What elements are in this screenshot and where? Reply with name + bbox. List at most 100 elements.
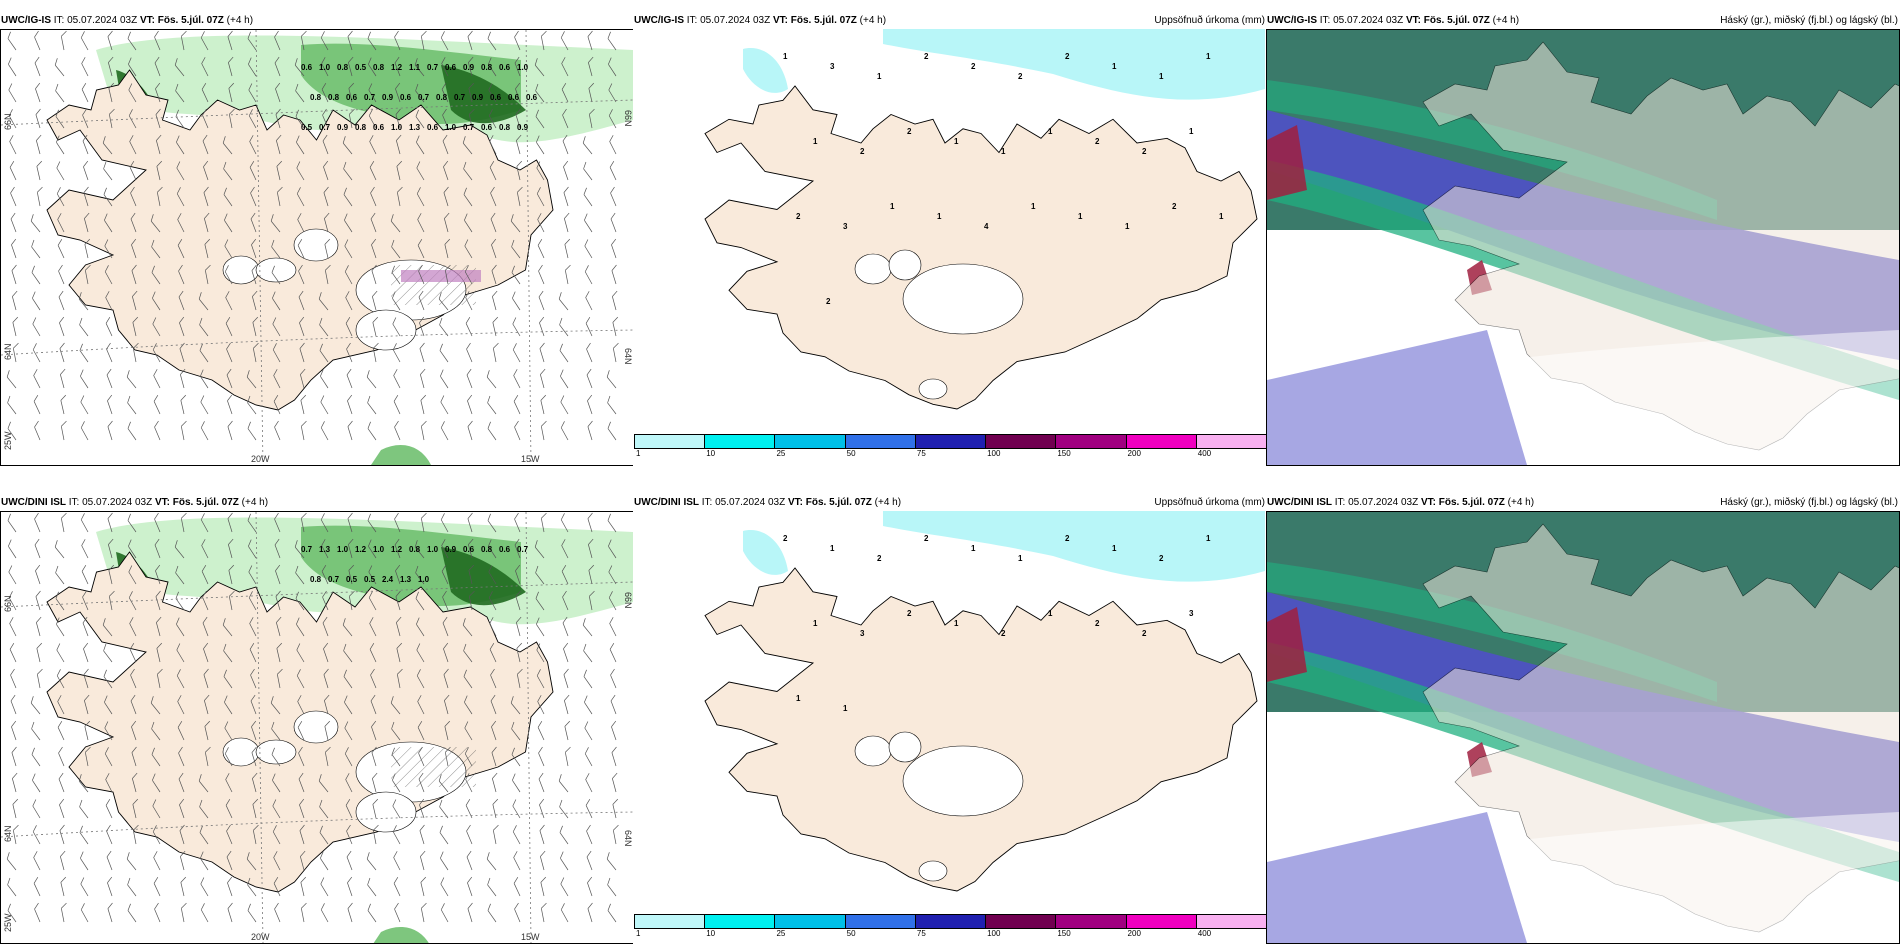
wind-barb <box>512 799 521 819</box>
wind-barb <box>180 30 187 51</box>
valid-time: VT: Fös. 5.júl. 07Z <box>1420 497 1505 508</box>
wind-barb <box>179 342 185 363</box>
wind-barb <box>247 395 257 415</box>
lead-time: (+4 h) <box>226 15 254 26</box>
wind-barb <box>155 82 161 103</box>
precip-value-label: 1.3 <box>319 545 331 554</box>
wind-barb <box>107 512 113 533</box>
wind-barb <box>247 877 257 897</box>
model-name: UWC/DINI ISL <box>1267 497 1332 508</box>
wind-barb <box>344 213 353 233</box>
wind-barb <box>560 395 569 415</box>
precip-value-label: 0.9 <box>445 545 457 554</box>
wind-barb <box>200 31 209 51</box>
precip-value-label: 0.7 <box>463 123 475 132</box>
low-cloud-area <box>1267 125 1307 200</box>
wind-barb <box>464 213 473 233</box>
precip-value-label: 1 <box>1159 72 1164 81</box>
wind-barb <box>249 160 257 181</box>
wind-barb <box>414 540 425 559</box>
wind-barb <box>57 695 65 715</box>
wind-barb <box>199 799 209 819</box>
precip-value-label: 1 <box>813 619 818 628</box>
wind-barb <box>228 82 235 103</box>
wind-barb <box>462 136 473 155</box>
wind-barb <box>417 695 425 715</box>
wind-barb <box>201 82 209 103</box>
wind-barb <box>249 135 257 155</box>
wind-barb <box>346 368 353 389</box>
wind-barb <box>393 394 401 415</box>
wind-barb <box>107 876 113 897</box>
wind-barb <box>128 57 137 77</box>
wind-barb <box>465 291 473 311</box>
panel-header: UWC/IG-IS IT: 05.07.2024 03Z VT: Fös. 5.… <box>633 14 1267 28</box>
wind-barb <box>199 343 209 363</box>
wind-barb <box>511 747 521 767</box>
wind-barb <box>442 616 449 637</box>
wind-barb <box>322 108 329 129</box>
wind-barb <box>81 564 89 585</box>
legend-tick-label: 75 <box>916 929 926 938</box>
precip-value-label: 0.6 <box>445 63 457 72</box>
wind-barb <box>416 669 425 689</box>
wind-barb <box>152 799 161 819</box>
wind-barb <box>444 720 451 741</box>
wind-barb <box>440 513 449 533</box>
model-name: UWC/IG-IS <box>634 15 684 26</box>
wind-barb <box>563 642 569 663</box>
wind-barb <box>394 902 401 923</box>
legend-tick-label: 100 <box>987 929 1001 938</box>
wind-barb <box>440 421 449 441</box>
precip-value-label: 1.0 <box>337 545 349 554</box>
wind-barb <box>319 799 329 819</box>
wind-barb <box>511 239 521 259</box>
precip-value-label: 0.6 <box>526 93 538 102</box>
wind-barb <box>535 83 545 103</box>
wind-barb <box>246 852 257 871</box>
wind-barb <box>177 238 185 259</box>
wind-barb <box>248 83 257 103</box>
low-cloud-area <box>1267 607 1307 682</box>
precip-value-label: 1 <box>830 544 835 553</box>
wind-barb <box>225 773 233 793</box>
wind-barb <box>60 850 66 871</box>
wind-barb <box>272 291 281 311</box>
wind-barb <box>80 903 89 923</box>
wind-barb <box>176 669 185 689</box>
precip-value-label: 2 <box>1095 137 1100 146</box>
wind-barb <box>488 539 497 559</box>
wind-barb <box>372 316 379 337</box>
wind-barb <box>416 161 425 181</box>
wind-barb <box>420 394 427 415</box>
wind-barb <box>320 369 329 389</box>
precip-value-label: 3 <box>843 222 848 231</box>
precip-value-label: 0.7 <box>301 545 313 554</box>
wind-barb <box>274 420 281 441</box>
wind-barb <box>247 903 257 923</box>
precip-value-label: 2 <box>860 147 865 156</box>
wind-barb <box>178 264 185 285</box>
wind-barb <box>204 238 211 259</box>
wind-barb <box>561 564 569 585</box>
wind-barb <box>58 772 65 793</box>
wind-barb <box>444 238 451 259</box>
wind-barb <box>59 316 65 337</box>
wind-barb <box>585 291 593 311</box>
glacier <box>854 735 892 767</box>
wind-barb <box>608 83 617 103</box>
wind-barb <box>34 902 41 923</box>
wind-barb <box>348 590 355 611</box>
wind-barb <box>128 591 137 611</box>
wind-barb <box>487 421 497 441</box>
wind-barb <box>584 239 593 259</box>
precip-value-label: 0.5 <box>364 575 376 584</box>
wind-barb <box>104 721 113 741</box>
wind-barb <box>271 239 281 259</box>
precip-value-label: 2 <box>1001 629 1006 638</box>
legend-tick-label: 10 <box>706 449 716 458</box>
wind-barb <box>540 512 547 533</box>
longitude-label: 15W <box>521 932 540 942</box>
wind-barb <box>225 291 233 311</box>
wind-barb <box>272 799 281 819</box>
